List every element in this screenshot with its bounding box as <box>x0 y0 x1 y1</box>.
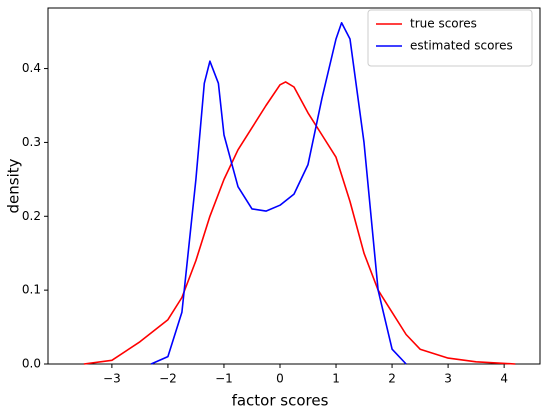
x-tick-label: 4 <box>500 372 508 386</box>
series-line <box>150 22 407 365</box>
y-tick-label: 0.3 <box>22 135 41 149</box>
y-axis-label: density <box>5 158 23 213</box>
x-tick-label: −1 <box>215 372 233 386</box>
y-tick-label: 0.1 <box>22 283 41 297</box>
legend-label: estimated scores <box>410 39 513 53</box>
x-tick-label: 2 <box>388 372 396 386</box>
legend-box <box>367 9 533 67</box>
plot-frame <box>47 7 541 365</box>
x-tick-label: −3 <box>103 372 121 386</box>
x-tick-label: 1 <box>332 372 340 386</box>
y-tick-label: 0.0 <box>22 357 41 371</box>
x-tick-label: 0 <box>276 372 284 386</box>
series-line <box>83 81 516 365</box>
x-tick-label: 3 <box>444 372 452 386</box>
x-axis-label: factor scores <box>232 392 329 410</box>
y-tick-label: 0.2 <box>22 209 41 223</box>
x-tick-label: −2 <box>159 372 177 386</box>
legend-label: true scores <box>410 17 477 31</box>
y-tick-label: 0.4 <box>22 61 41 75</box>
